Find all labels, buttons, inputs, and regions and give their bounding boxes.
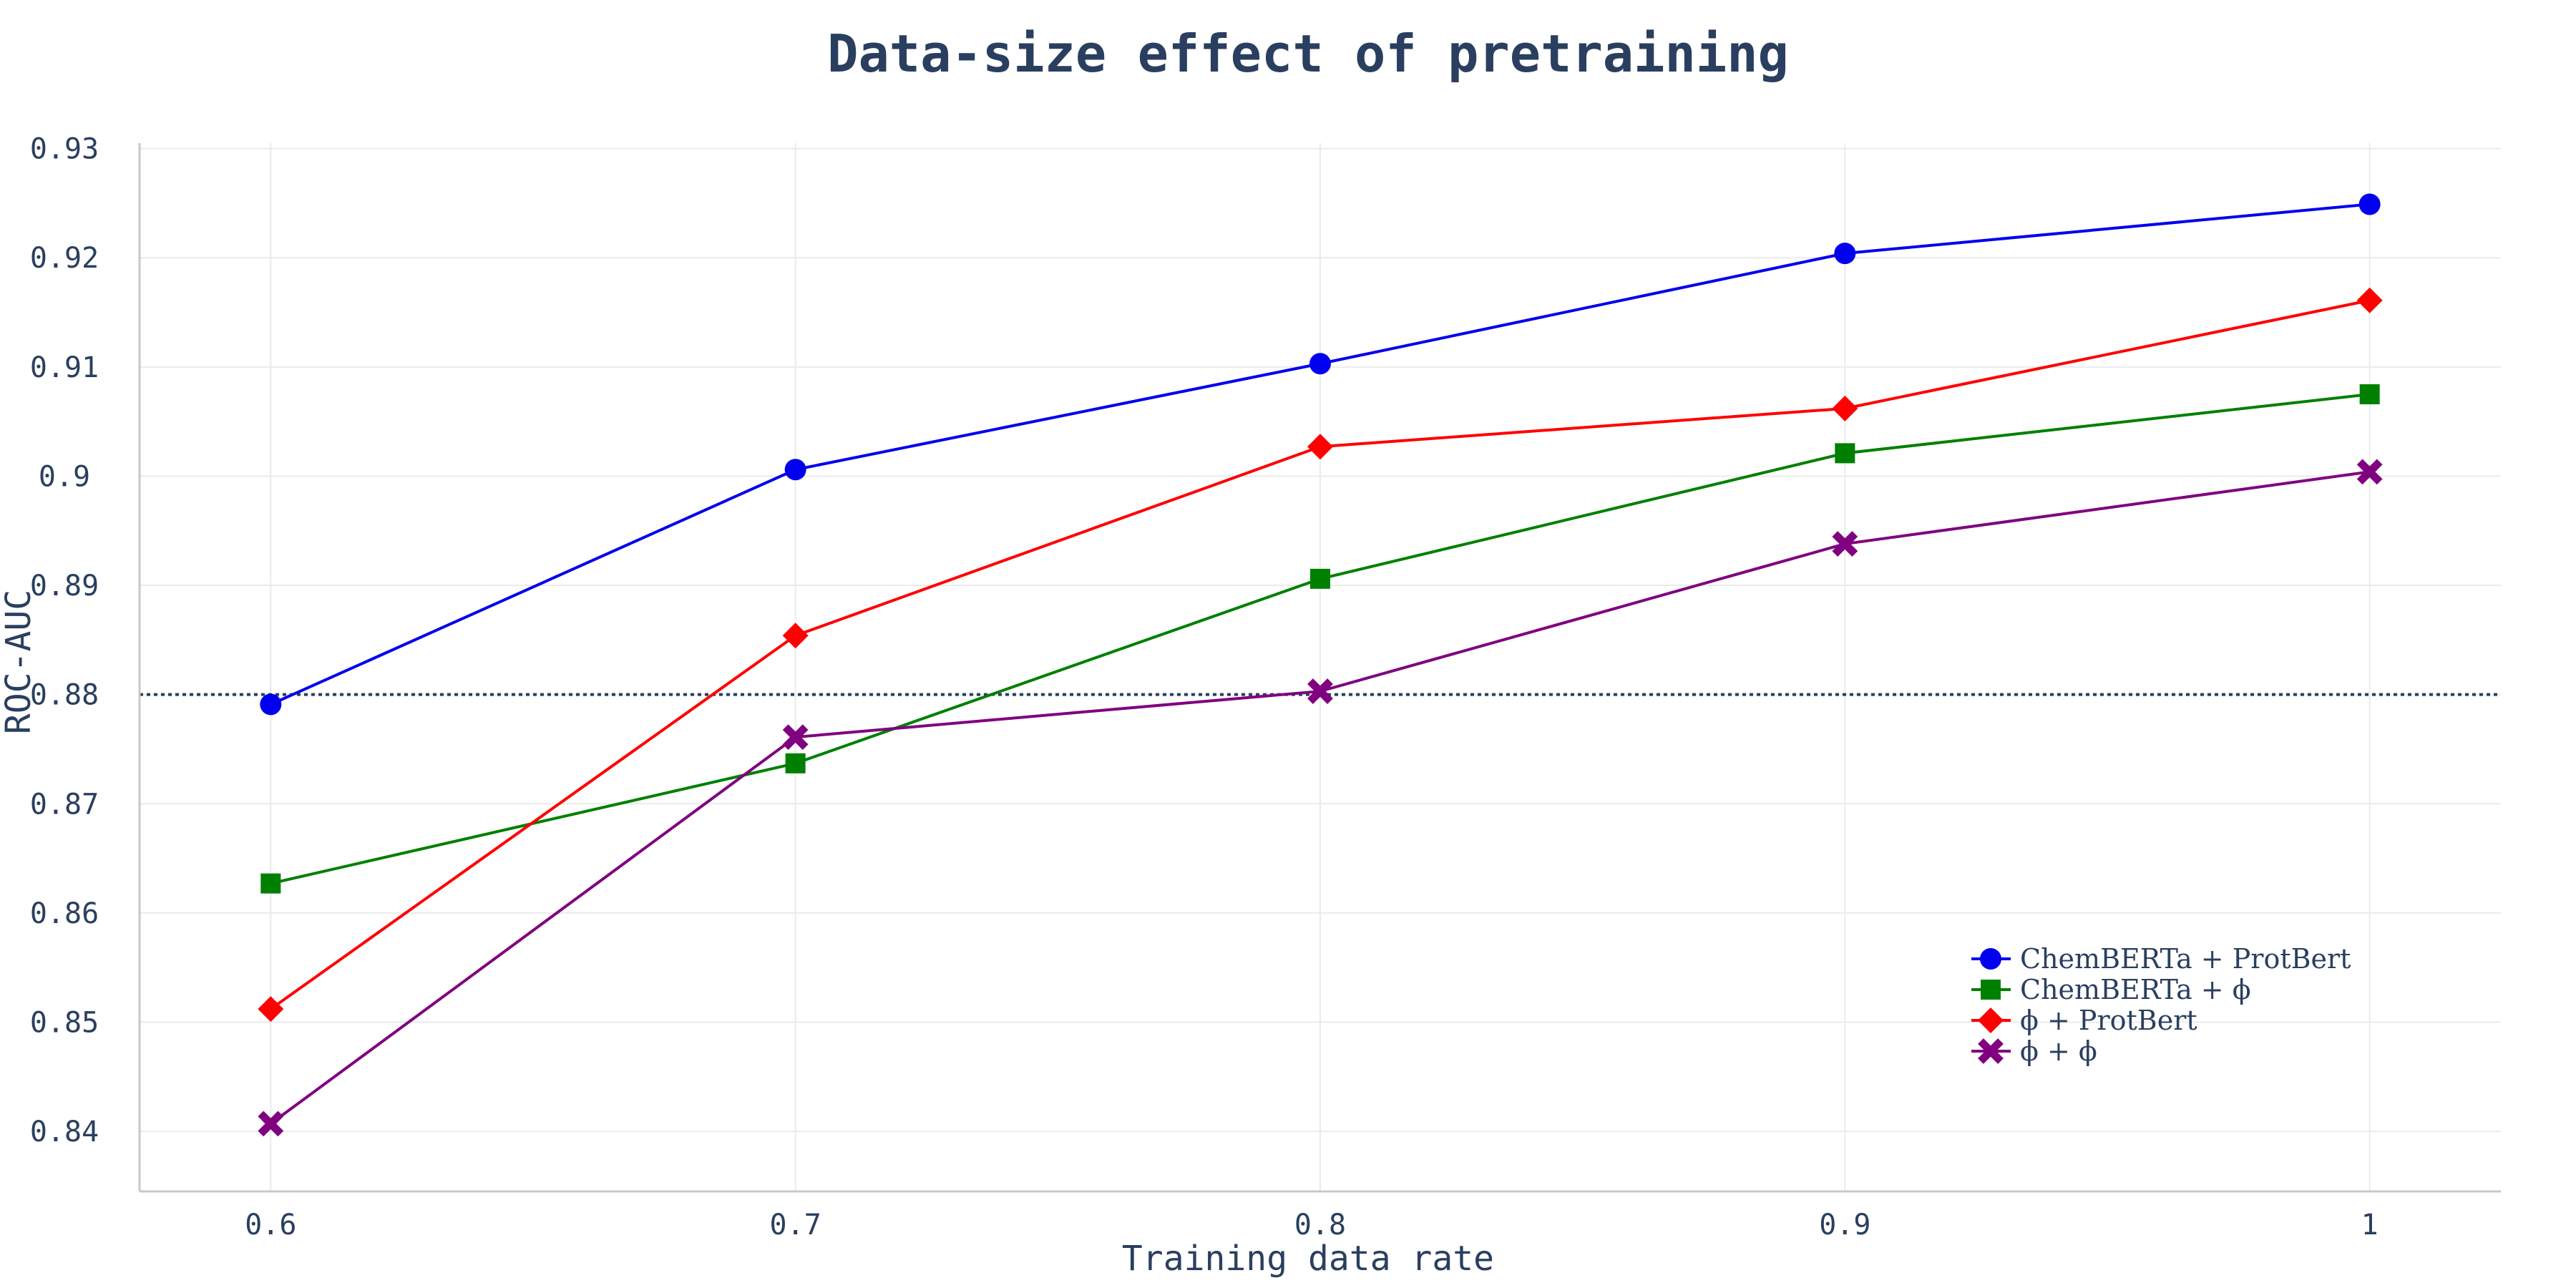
x-axis-title: Training data rate bbox=[1122, 1239, 1494, 1279]
y-tick-label: 0.89 bbox=[30, 570, 99, 602]
data-point bbox=[1832, 531, 1858, 557]
legend-item: ϕ + ϕ bbox=[1971, 1035, 2097, 1067]
data-point bbox=[2356, 287, 2383, 313]
series-group bbox=[258, 193, 2383, 1137]
series-2 bbox=[258, 287, 2383, 1023]
x-tick-label: 0.6 bbox=[245, 1209, 296, 1241]
legend-item: ChemBERTa + ϕ bbox=[1971, 974, 2251, 1005]
data-point bbox=[260, 873, 281, 894]
series-0 bbox=[260, 193, 2381, 716]
series-3 bbox=[258, 459, 2383, 1137]
y-tick-label: 0.88 bbox=[30, 679, 99, 712]
legend-swatch-marker bbox=[1978, 1008, 2004, 1033]
y-tick-label: 0.85 bbox=[30, 1006, 99, 1039]
x-tick-label: 1 bbox=[2361, 1209, 2379, 1241]
data-point bbox=[1310, 568, 1330, 589]
data-point bbox=[1832, 395, 1858, 421]
y-tick-label: 0.87 bbox=[30, 788, 99, 821]
x-tick-label: 0.9 bbox=[1819, 1209, 1870, 1241]
legend-swatch-marker bbox=[1978, 1038, 2004, 1064]
data-point bbox=[2359, 384, 2380, 404]
legend-label: ϕ + ProtBert bbox=[2020, 1005, 2197, 1036]
data-point bbox=[258, 996, 284, 1023]
data-point bbox=[784, 459, 806, 481]
x-tick-label: 0.8 bbox=[1294, 1209, 1346, 1241]
data-point bbox=[782, 623, 809, 649]
axes: 0.6 0.7 0.8 0.9 10.840.850.860.870.880.890.9… bbox=[30, 133, 2501, 1241]
legend-label: ChemBERTa + ϕ bbox=[2020, 974, 2251, 1005]
data-point bbox=[1834, 243, 1856, 265]
data-point bbox=[1835, 443, 1855, 464]
data-point bbox=[1307, 678, 1333, 704]
data-point bbox=[782, 724, 809, 751]
series-1 bbox=[260, 384, 2380, 894]
legend-label: ϕ + ϕ bbox=[2020, 1035, 2097, 1067]
legend-swatch-marker bbox=[1981, 980, 2001, 1000]
legend-swatch-marker bbox=[1980, 948, 2001, 970]
x-tick-label: 0.7 bbox=[770, 1209, 821, 1241]
data-point bbox=[2358, 193, 2381, 215]
data-point bbox=[1309, 353, 1331, 375]
legend-item: ϕ + ProtBert bbox=[1971, 1005, 2197, 1036]
y-tick-label: 0.86 bbox=[30, 897, 99, 930]
y-axis-title: ROC-AUC bbox=[0, 590, 39, 734]
data-point bbox=[1307, 434, 1333, 460]
y-tick-label: 0.9 bbox=[39, 460, 90, 493]
data-point bbox=[785, 753, 806, 774]
legend-label: ChemBERTa + ProtBert bbox=[2020, 943, 2351, 975]
y-tick-label: 0.93 bbox=[30, 133, 99, 166]
data-point bbox=[2356, 459, 2383, 485]
y-tick-label: 0.84 bbox=[30, 1116, 99, 1148]
y-tick-label: 0.91 bbox=[30, 351, 99, 384]
y-tick-label: 0.92 bbox=[30, 242, 99, 275]
data-point bbox=[258, 1111, 284, 1137]
data-point bbox=[260, 693, 282, 716]
chart-title: Data-size effect of pretraining bbox=[827, 24, 1789, 84]
legend-item: ChemBERTa + ProtBert bbox=[1971, 943, 2351, 975]
